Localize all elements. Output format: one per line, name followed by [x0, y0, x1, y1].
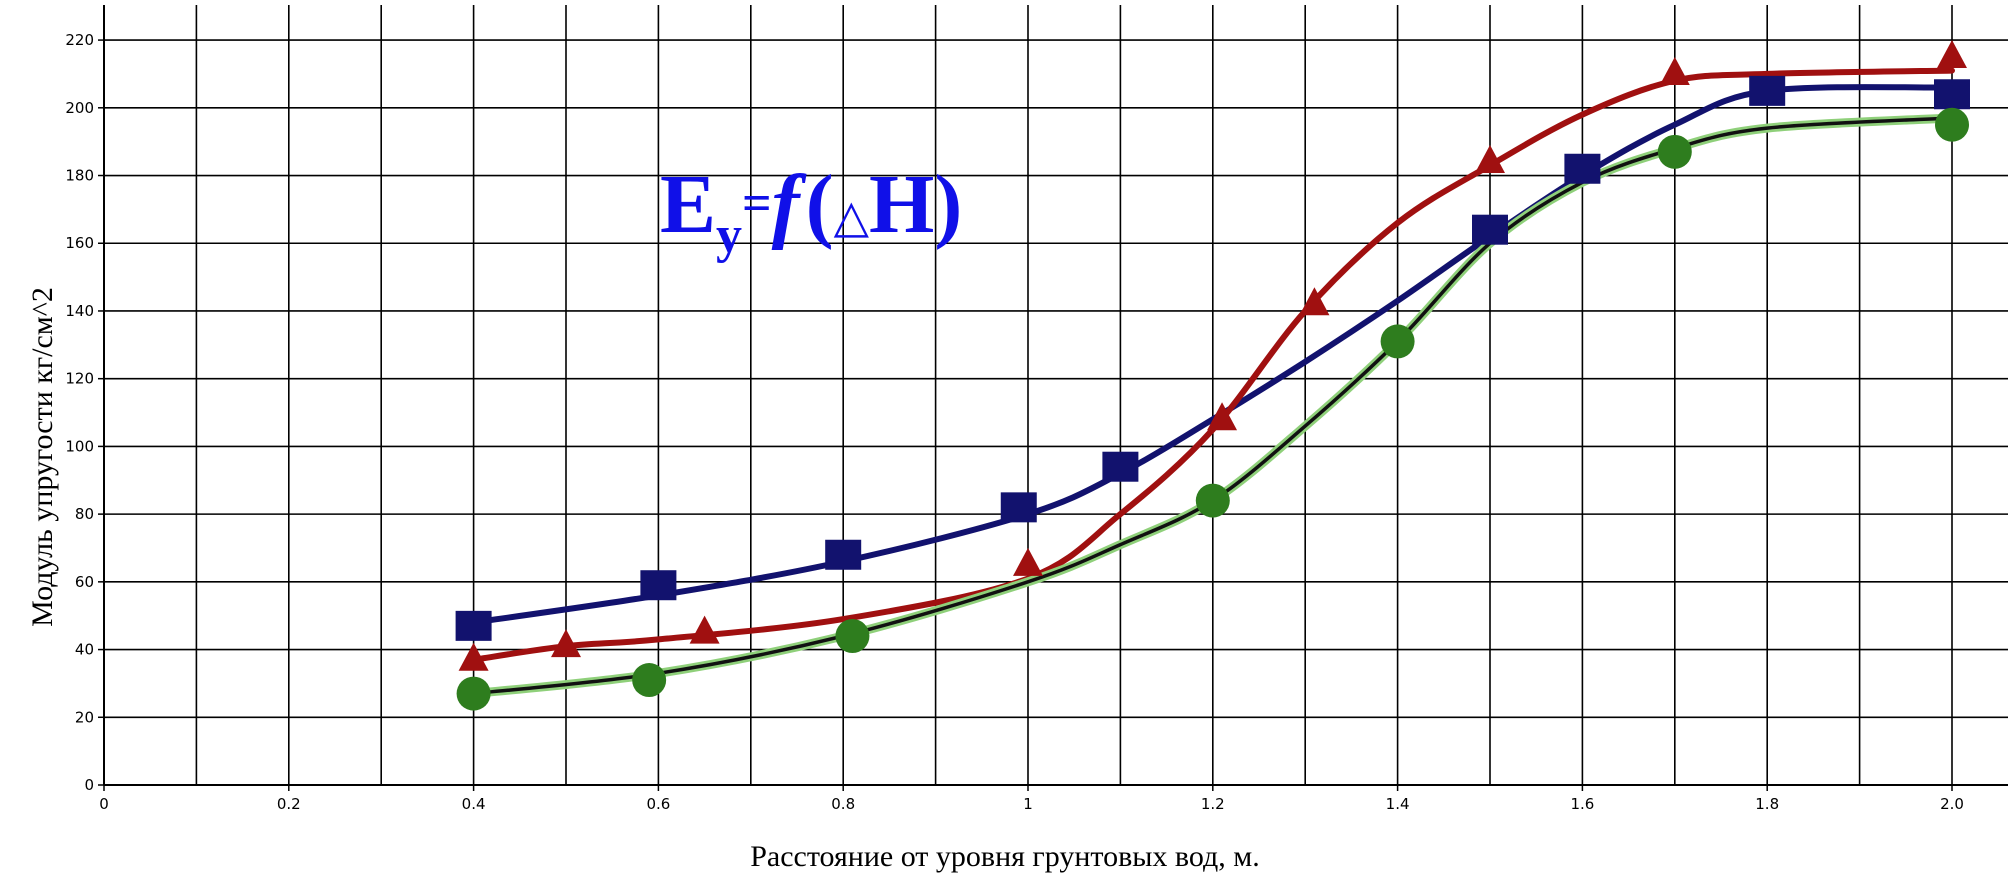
x-tick-label: 0.6	[646, 795, 670, 813]
x-tick-label: 1.2	[1201, 795, 1225, 813]
data-point-circle	[1657, 134, 1692, 169]
y-tick-labels: 0 20 40 60 80 100 120 140 160 180 200 220	[65, 31, 104, 794]
data-point-square	[455, 610, 492, 641]
y-tick-label: 20	[75, 708, 94, 726]
data-point-square	[1564, 153, 1601, 184]
data-point-triangle	[1299, 287, 1330, 316]
x-tick-label: 0.4	[462, 795, 486, 813]
data-point-circle	[1935, 107, 1969, 142]
data-point-triangle	[458, 642, 489, 671]
y-tick-label: 40	[75, 641, 94, 659]
y-tick-label: 220	[65, 31, 94, 49]
data-point-square	[1472, 214, 1508, 245]
y-axis-title: Модуль упругости кг/см^2	[26, 287, 59, 627]
data-point-triangle	[689, 615, 720, 644]
y-tick-label: 80	[75, 505, 94, 523]
y-tick-label: 100	[65, 437, 94, 455]
data-point-triangle	[551, 629, 581, 658]
x-tick-label: 1.8	[1755, 795, 1779, 813]
x-tick-label: 0.8	[831, 795, 855, 813]
data-point-square	[640, 570, 677, 601]
y-tick-label: 200	[65, 99, 94, 117]
data-point-triangle	[1207, 402, 1238, 431]
y-tick-label: 160	[65, 234, 94, 252]
data-point-triangle	[1013, 547, 1043, 576]
data-point-circle	[632, 663, 667, 698]
x-tick-labels: 0 0.2 0.4 0.6 0.8 1 1.2 1.4 1.6 1.8 2.0	[99, 785, 1964, 813]
axes	[103, 5, 2008, 786]
x-tick-label: 1	[1023, 795, 1033, 813]
x-tick-label: 0	[99, 795, 109, 813]
y-tick-label: 60	[75, 573, 94, 591]
data-point-circle	[835, 619, 870, 654]
data-point-triangle	[1937, 40, 1967, 69]
x-axis-title: Расстояние от уровня грунтовых вод, м.	[750, 840, 1260, 873]
data-point-square	[1000, 492, 1037, 523]
x-tick-label: 0.2	[277, 795, 301, 813]
data-point-circle	[1380, 324, 1415, 359]
formula-annotation: Ey=f(△H)	[660, 158, 962, 264]
x-tick-label: 2.0	[1940, 795, 1964, 813]
series-curve	[470, 84, 1955, 626]
data-point-square	[1749, 75, 1786, 106]
data-point-circle	[456, 676, 491, 711]
data-point-triangle	[1475, 144, 1505, 173]
y-tick-label: 140	[65, 302, 94, 320]
y-tick-label: 0	[84, 776, 94, 794]
data-point-triangle	[1659, 56, 1690, 85]
x-tick-label: 1.4	[1386, 795, 1410, 813]
y-tick-label: 120	[65, 370, 94, 388]
series-markers	[455, 40, 1970, 711]
data-point-square	[825, 539, 862, 570]
data-point-square	[1102, 451, 1139, 482]
data-point-square	[1934, 79, 1970, 110]
x-tick-label: 1.6	[1570, 795, 1594, 813]
y-tick-label: 180	[65, 167, 94, 185]
data-point-circle	[1195, 483, 1230, 518]
grid	[104, 5, 2008, 785]
